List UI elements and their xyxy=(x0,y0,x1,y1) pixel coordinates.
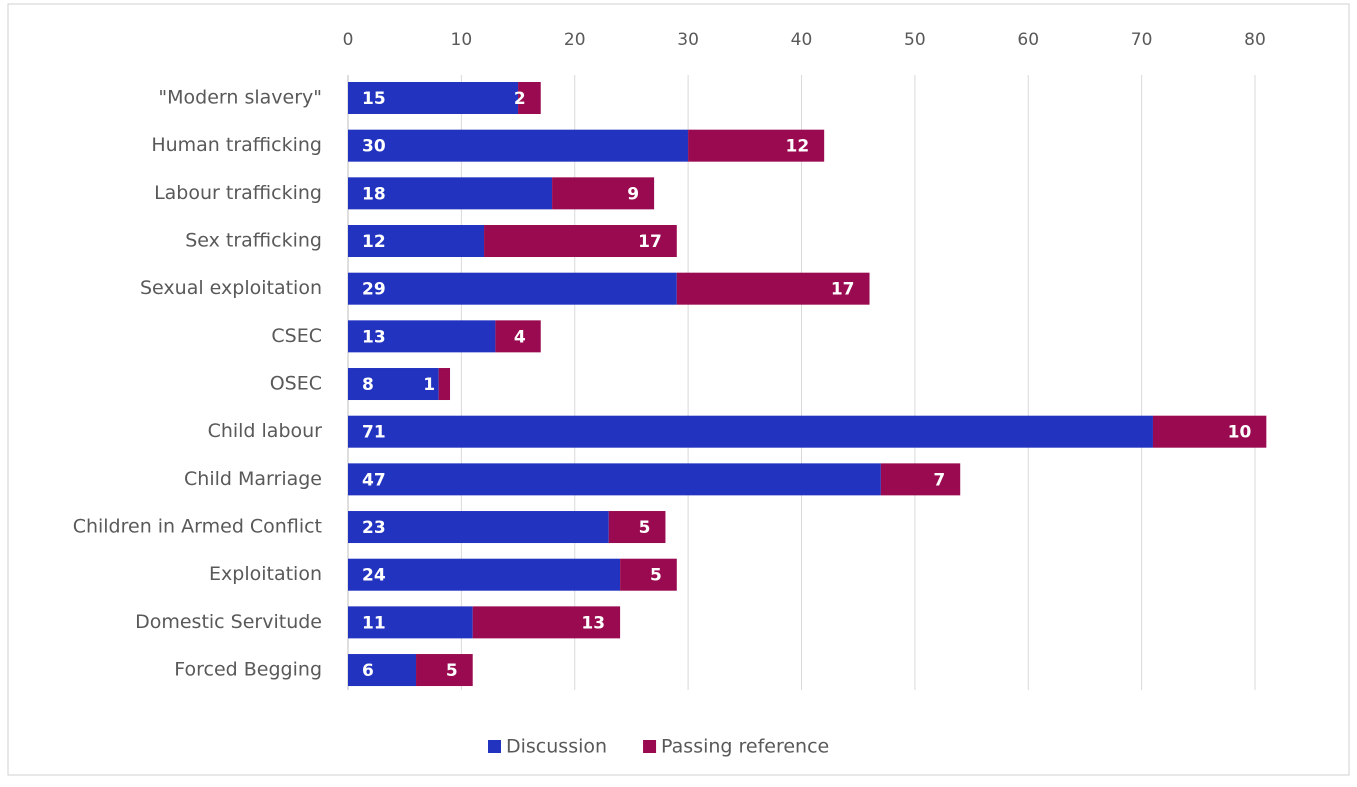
data-label: 12 xyxy=(786,137,810,157)
bar-segment xyxy=(608,511,666,544)
bar-segment xyxy=(348,654,417,687)
legend-label: Discussion xyxy=(506,736,607,758)
bar-segment xyxy=(676,272,870,305)
data-label: 11 xyxy=(362,613,386,633)
data-label: 5 xyxy=(650,566,662,586)
data-label: 6 xyxy=(362,661,374,681)
bar-segment xyxy=(880,463,961,496)
data-label: 18 xyxy=(362,184,386,204)
data-label: 4 xyxy=(514,327,526,347)
bar-segment xyxy=(348,82,519,114)
data-label: 47 xyxy=(362,470,386,490)
data-label: 2 xyxy=(514,89,526,109)
x-tick-label: 30 xyxy=(677,30,699,50)
data-label: 13 xyxy=(581,613,605,633)
y-tick-label: OSEC xyxy=(270,373,322,395)
x-tick-label: 60 xyxy=(1017,30,1039,50)
y-tick-label: Domestic Servitude xyxy=(135,611,322,633)
x-tick-label: 40 xyxy=(791,30,813,50)
data-label: 23 xyxy=(362,518,386,538)
bar-segment xyxy=(348,225,485,258)
y-tick-label: Forced Begging xyxy=(174,659,322,681)
bar-segment xyxy=(348,511,609,544)
x-tick-label: 0 xyxy=(343,30,354,50)
bar-segment xyxy=(348,272,677,305)
bar-segment xyxy=(348,415,1153,448)
data-label: 9 xyxy=(627,184,639,204)
data-label: 8 xyxy=(362,375,374,395)
x-tick-label: 10 xyxy=(451,30,473,50)
y-tick-label: Child Marriage xyxy=(184,468,322,490)
bar-segment xyxy=(552,177,655,210)
y-tick-label: Child labour xyxy=(208,420,323,442)
bar-segment xyxy=(348,177,553,210)
bar-segment xyxy=(348,606,473,639)
data-label: 17 xyxy=(831,280,855,300)
bar-segment xyxy=(348,129,689,162)
bar-segment xyxy=(620,558,677,591)
bar-segment xyxy=(688,129,825,162)
bar-segment xyxy=(348,463,881,496)
data-label: 5 xyxy=(639,518,651,538)
bar-segment xyxy=(518,82,541,114)
y-tick-label: Sex trafficking xyxy=(185,230,322,252)
data-label: 13 xyxy=(362,327,386,347)
data-label: 29 xyxy=(362,280,386,300)
y-tick-label: Human trafficking xyxy=(151,134,322,156)
bar-segment xyxy=(438,368,451,401)
bar-segment xyxy=(472,606,621,639)
data-label: 17 xyxy=(638,232,662,252)
x-tick-label: 20 xyxy=(564,30,586,50)
legend-label: Passing reference xyxy=(661,736,829,758)
data-label: 71 xyxy=(362,423,386,443)
x-tick-label: 80 xyxy=(1244,30,1266,50)
data-label: 15 xyxy=(362,89,386,109)
bar-segment xyxy=(484,225,677,258)
data-label: 12 xyxy=(362,232,386,252)
data-label: 10 xyxy=(1228,423,1252,443)
data-label: 5 xyxy=(446,661,458,681)
bar-segment xyxy=(495,320,541,353)
bar-segment xyxy=(416,654,473,687)
y-tick-label: CSEC xyxy=(271,325,322,347)
x-tick-label: 50 xyxy=(904,30,926,50)
data-label: 30 xyxy=(362,137,386,157)
y-tick-label: Exploitation xyxy=(209,563,322,585)
data-label: 7 xyxy=(933,470,945,490)
legend-swatch xyxy=(643,740,657,753)
bar-segment xyxy=(348,368,439,401)
bar-segment xyxy=(348,320,496,353)
bar-segment xyxy=(1152,415,1267,448)
y-tick-label: Labour trafficking xyxy=(154,182,322,204)
y-tick-label: Sexual exploitation xyxy=(140,277,322,299)
y-tick-label: Children in Armed Conflict xyxy=(73,516,322,538)
y-tick-label: "Modern slavery" xyxy=(158,87,322,109)
data-label: 1 xyxy=(423,375,435,395)
data-label: 24 xyxy=(362,566,386,586)
x-tick-label: 70 xyxy=(1131,30,1153,50)
bar-segment xyxy=(348,558,621,591)
legend-swatch xyxy=(488,740,501,753)
